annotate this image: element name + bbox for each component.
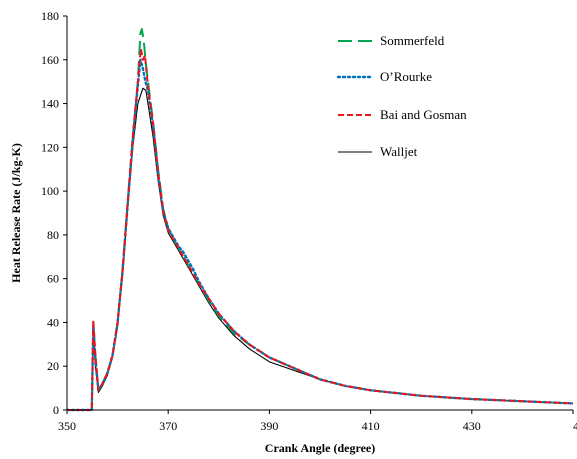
- legend-label: O’Rourke: [380, 69, 432, 84]
- legend-label: Walljet: [380, 144, 418, 159]
- x-tick-label: 430: [463, 419, 481, 433]
- y-tick-label: 100: [41, 184, 59, 198]
- series-line-sommerfeld: [67, 28, 574, 411]
- y-tick-label: 140: [41, 97, 59, 111]
- legend-label: Bai and Gosman: [380, 107, 467, 122]
- series-line-walljet: [67, 87, 574, 411]
- x-tick-label: 45: [573, 419, 577, 433]
- y-tick-label: 20: [47, 359, 59, 373]
- y-tick-label: 120: [41, 140, 59, 154]
- x-tick-labels: 350 370 390 410 430 45: [58, 419, 577, 433]
- y-tick-label: 0: [53, 403, 59, 417]
- y-tick-labels: 0 20 40 60 80 100 120 140 160 180: [41, 9, 59, 417]
- x-tick-label: 410: [362, 419, 380, 433]
- series-lines: [65, 28, 575, 412]
- y-tick-label: 60: [47, 272, 59, 286]
- y-tick-label: 40: [47, 315, 59, 329]
- y-tick-label: 160: [41, 53, 59, 67]
- y-tick-label: 180: [41, 9, 59, 23]
- y-axis-title: Heat Release Rate (J/kg-K): [9, 143, 23, 283]
- series-line-bai-and-gosman: [67, 47, 574, 411]
- series-line-o-rourke: [65, 58, 575, 412]
- y-tick-label: 80: [47, 228, 59, 242]
- x-tick-label: 390: [260, 419, 278, 433]
- x-axis-title: Crank Angle (degree): [265, 441, 375, 455]
- legend-label: Sommerfeld: [380, 33, 445, 48]
- x-tick-label: 370: [159, 419, 177, 433]
- x-tick-label: 350: [58, 419, 76, 433]
- legend: Sommerfeld O’Rourke Bai and Gosman Walljet: [336, 33, 467, 159]
